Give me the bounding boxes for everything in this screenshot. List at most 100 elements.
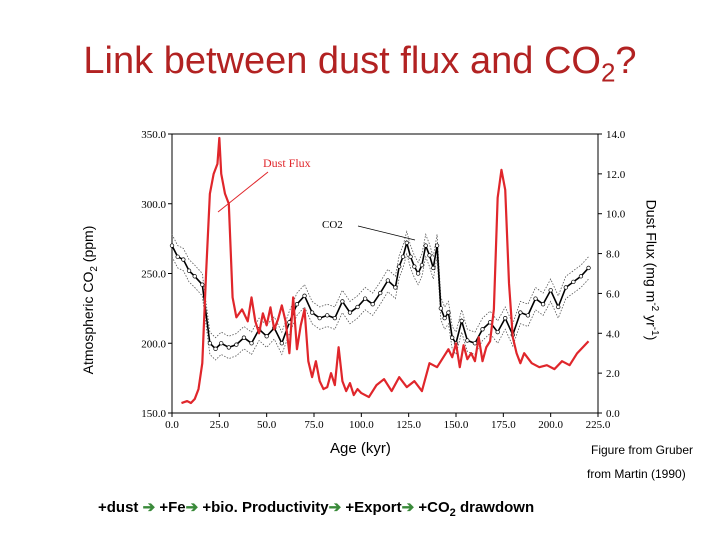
chain-co2: +CO bbox=[414, 499, 450, 516]
co2-point bbox=[175, 254, 180, 259]
co2-point bbox=[540, 302, 546, 307]
co2-point bbox=[294, 302, 300, 307]
co2-point bbox=[446, 310, 451, 315]
x-tick-label: 125.0 bbox=[396, 419, 421, 431]
co2-point bbox=[213, 346, 218, 351]
y-right-tick-label: 0.0 bbox=[606, 408, 620, 420]
co2-point bbox=[571, 279, 576, 285]
co2-point bbox=[438, 306, 444, 311]
plot-frame bbox=[171, 133, 599, 414]
co2-point bbox=[241, 335, 247, 340]
y-left-tick-label: 350.0 bbox=[141, 129, 166, 141]
arrow-icon: ➔ bbox=[185, 499, 199, 516]
co2-point bbox=[434, 243, 440, 248]
co2-point bbox=[556, 304, 561, 310]
co2-point bbox=[419, 262, 425, 268]
co2-lower-envelope bbox=[171, 252, 589, 361]
co2-point bbox=[226, 345, 231, 350]
co2-point bbox=[423, 243, 428, 248]
figure-credit-line2: from Martin (1990) bbox=[587, 467, 686, 481]
co2-point bbox=[264, 334, 269, 339]
x-tick-label: 50.0 bbox=[257, 419, 277, 431]
y-right-tick-label: 14.0 bbox=[606, 129, 626, 141]
co2-point bbox=[586, 265, 591, 271]
chain-fe: +Fe bbox=[155, 499, 186, 516]
co2-point bbox=[472, 341, 478, 346]
co2-point bbox=[385, 278, 390, 283]
figure-credit-line1: Figure from Gruber bbox=[591, 443, 694, 457]
title-suffix: ? bbox=[615, 40, 637, 82]
chain-export: +Export bbox=[341, 499, 402, 516]
co2-point bbox=[397, 264, 402, 269]
co2-point bbox=[362, 296, 368, 301]
dust-flux-annotation: Dust Flux bbox=[263, 156, 311, 170]
co2-point bbox=[459, 318, 464, 324]
ylabel-right-close: ) bbox=[643, 335, 660, 341]
co2-point bbox=[192, 274, 197, 279]
causal-chain-text: +dust ➔ +Fe➔ +bio. Productivity➔ +Export… bbox=[98, 498, 534, 519]
dust-flux-annotation-pointer bbox=[217, 171, 269, 213]
co2-point bbox=[578, 274, 584, 279]
co2-point bbox=[533, 296, 538, 301]
x-tick-label: 100.0 bbox=[349, 419, 374, 431]
co2-point bbox=[332, 315, 337, 321]
co2-point bbox=[503, 315, 508, 321]
co2-point bbox=[408, 254, 413, 259]
co2-point bbox=[450, 335, 455, 340]
co2-point bbox=[442, 315, 447, 321]
ylabel-right-sup2: -1 bbox=[649, 326, 660, 336]
x-tick-label: 75.0 bbox=[304, 419, 324, 431]
co2-point bbox=[219, 341, 224, 346]
x-tick-label: 0.0 bbox=[165, 419, 179, 431]
ylabel-right-yr: yr bbox=[643, 311, 660, 327]
co2-point bbox=[393, 285, 398, 290]
y-left-tick-label: 250.0 bbox=[141, 269, 166, 281]
ylabel-left-unit: (ppm) bbox=[80, 225, 96, 267]
x-axis-label: Age (kyr) bbox=[330, 440, 391, 457]
co2-point bbox=[355, 304, 360, 310]
co2-annotation-pointer bbox=[357, 225, 416, 241]
co2-point bbox=[415, 271, 421, 276]
chain-dust: +dust bbox=[98, 499, 143, 516]
chain-productivity: +bio. Productivity bbox=[198, 499, 329, 516]
y-left-tick-label: 150.0 bbox=[141, 408, 166, 420]
co2-point bbox=[480, 327, 485, 332]
y-right-tick-label: 2.0 bbox=[606, 368, 620, 380]
co2-point bbox=[200, 282, 205, 287]
ylabel-left-sub: 2 bbox=[88, 266, 100, 272]
title-subscript: 2 bbox=[600, 57, 616, 88]
x-tick-label: 225.0 bbox=[586, 419, 611, 431]
co2-point bbox=[427, 253, 432, 258]
arrow-icon: ➔ bbox=[401, 499, 415, 516]
co2-point bbox=[249, 341, 254, 346]
x-tick-label: 150.0 bbox=[444, 419, 469, 431]
co2-upper-envelope bbox=[171, 230, 589, 339]
chain-co2-sub: 2 bbox=[449, 507, 456, 519]
arrow-icon: ➔ bbox=[328, 499, 342, 516]
co2-point bbox=[340, 299, 345, 304]
dust-flux-series-line bbox=[181, 136, 590, 405]
y-right-tick-label: 8.0 bbox=[606, 249, 620, 261]
co2-point bbox=[309, 310, 315, 315]
co2-point bbox=[400, 254, 406, 259]
co2-point bbox=[325, 313, 330, 318]
y-right-tick-label: 4.0 bbox=[606, 328, 620, 340]
y-right-tick-label: 10.0 bbox=[606, 209, 626, 221]
co2-annotation: CO2 bbox=[322, 219, 343, 231]
co2-point bbox=[181, 257, 186, 262]
y-left-tick-label: 200.0 bbox=[141, 338, 166, 350]
co2-point bbox=[563, 285, 568, 290]
co2-series-line bbox=[171, 239, 590, 350]
co2-point bbox=[378, 290, 383, 296]
y-right-tick-label: 6.0 bbox=[606, 288, 620, 300]
co2-point bbox=[207, 341, 213, 346]
co2-point bbox=[234, 342, 239, 347]
co2-point bbox=[169, 243, 175, 248]
co2-point bbox=[465, 338, 470, 343]
y-right-tick-label: 12.0 bbox=[606, 169, 626, 181]
y-axis-left-label: Atmospheric CO2 (ppm) bbox=[80, 180, 100, 420]
co2-point bbox=[412, 264, 417, 269]
ylabel-right-text: Dust Flux (mg m bbox=[643, 199, 660, 303]
co2-point bbox=[518, 310, 523, 315]
arrow-icon: ➔ bbox=[142, 499, 156, 516]
